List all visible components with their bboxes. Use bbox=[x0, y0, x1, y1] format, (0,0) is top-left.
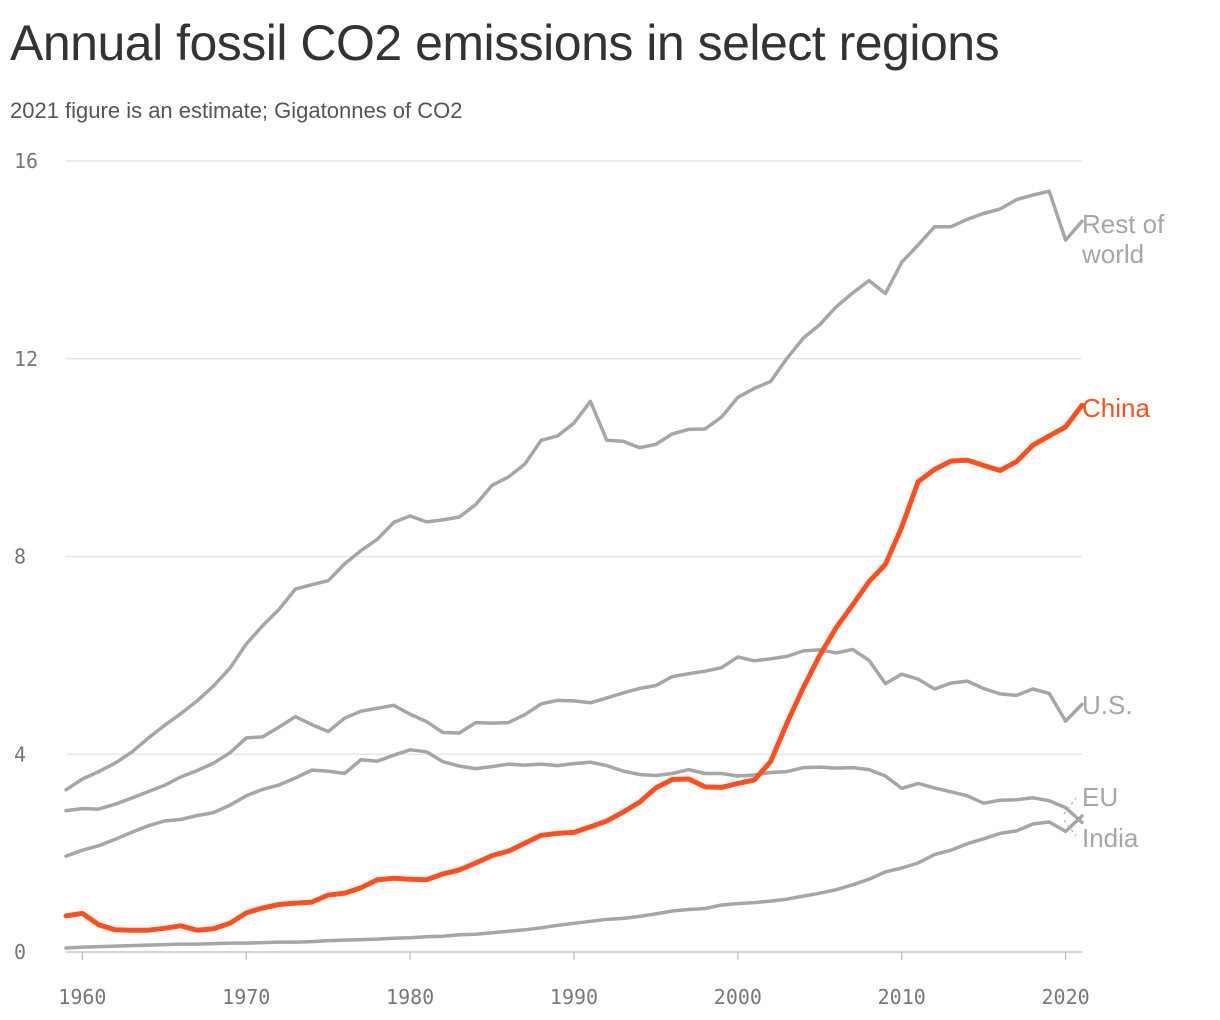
y-tick-label: 4 bbox=[14, 742, 26, 766]
chart-title: Annual fossil CO2 emissions in select re… bbox=[10, 15, 1000, 71]
x-tick-label: 1980 bbox=[386, 985, 434, 1009]
x-tick-label: 2020 bbox=[1042, 985, 1090, 1009]
y-tick-label: 12 bbox=[14, 347, 38, 371]
series-line-rest-of-world bbox=[64, 189, 1084, 792]
series-label-china: China bbox=[1082, 393, 1150, 423]
y-tick-label: 8 bbox=[14, 545, 26, 569]
series-line-india bbox=[64, 814, 1084, 950]
x-tick-label: 1990 bbox=[550, 985, 598, 1009]
series-label-rest-of-world: Rest of bbox=[1082, 209, 1165, 239]
series-line-eu bbox=[64, 748, 1084, 858]
y-tick-label: 16 bbox=[14, 149, 38, 173]
x-tick-label: 1970 bbox=[222, 985, 270, 1009]
series-label-u-s: U.S. bbox=[1082, 690, 1133, 720]
x-tick-label: 2010 bbox=[878, 985, 926, 1009]
series-label-india: India bbox=[1082, 823, 1139, 853]
chart-subtitle: 2021 figure is an estimate; Gigatonnes o… bbox=[10, 98, 463, 123]
series-layer bbox=[63, 189, 1085, 950]
series-line-china bbox=[63, 402, 1085, 933]
series-label-rest-of-world: world bbox=[1081, 239, 1144, 269]
x-tick-label: 2000 bbox=[714, 985, 762, 1009]
series-line-u-s bbox=[64, 647, 1084, 813]
x-tick-label: 1960 bbox=[58, 985, 106, 1009]
axis-layer: 0 4 8 12 16 1960 1970 1980 1990 2000 2010 2020 bbox=[14, 149, 1090, 1009]
y-tick-label: 0 bbox=[14, 940, 26, 964]
series-label-eu: EU bbox=[1082, 782, 1118, 812]
